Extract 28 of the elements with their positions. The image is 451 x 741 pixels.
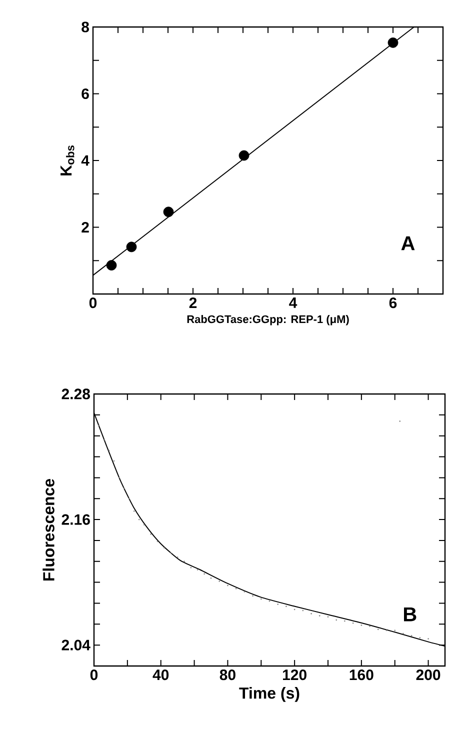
x-tick-label: 120	[282, 670, 306, 680]
x-tick-label: 6	[389, 298, 397, 308]
x-tick-label: 200	[416, 670, 440, 680]
point	[163, 206, 174, 218]
x-tick-label: 4	[289, 298, 298, 308]
x-axis-title: Time (s)	[239, 687, 300, 702]
annotation: A	[401, 236, 415, 250]
x-tick-label: 2	[189, 298, 197, 308]
point	[388, 37, 398, 48]
x-tick-label: 0	[89, 298, 97, 308]
x-tick-label: 80	[220, 670, 236, 680]
point	[106, 260, 117, 270]
y-axis-title: Fluorescence	[42, 478, 54, 581]
y-tick-label: 2.04	[62, 640, 90, 650]
x-axis-title: RabGGTase:GGpp: REP-1 (μM)	[187, 315, 349, 326]
x-tick-label: 0	[90, 670, 98, 680]
y-tick-label: 2.16	[62, 514, 90, 525]
y-tick-label: 6	[82, 88, 89, 100]
point	[238, 150, 250, 161]
y-tick-label: 2	[82, 222, 89, 232]
point	[126, 242, 137, 252]
x-tick-label: 160	[350, 670, 374, 680]
y-axis-title: K$_{obs}$	[60, 145, 74, 176]
y-tick-label: 8	[82, 22, 89, 32]
x-tick-label: 40	[152, 670, 169, 680]
annotation: B	[404, 607, 416, 622]
y-tick-label: 2.28	[62, 388, 90, 400]
y-tick-label: 4	[81, 155, 90, 166]
